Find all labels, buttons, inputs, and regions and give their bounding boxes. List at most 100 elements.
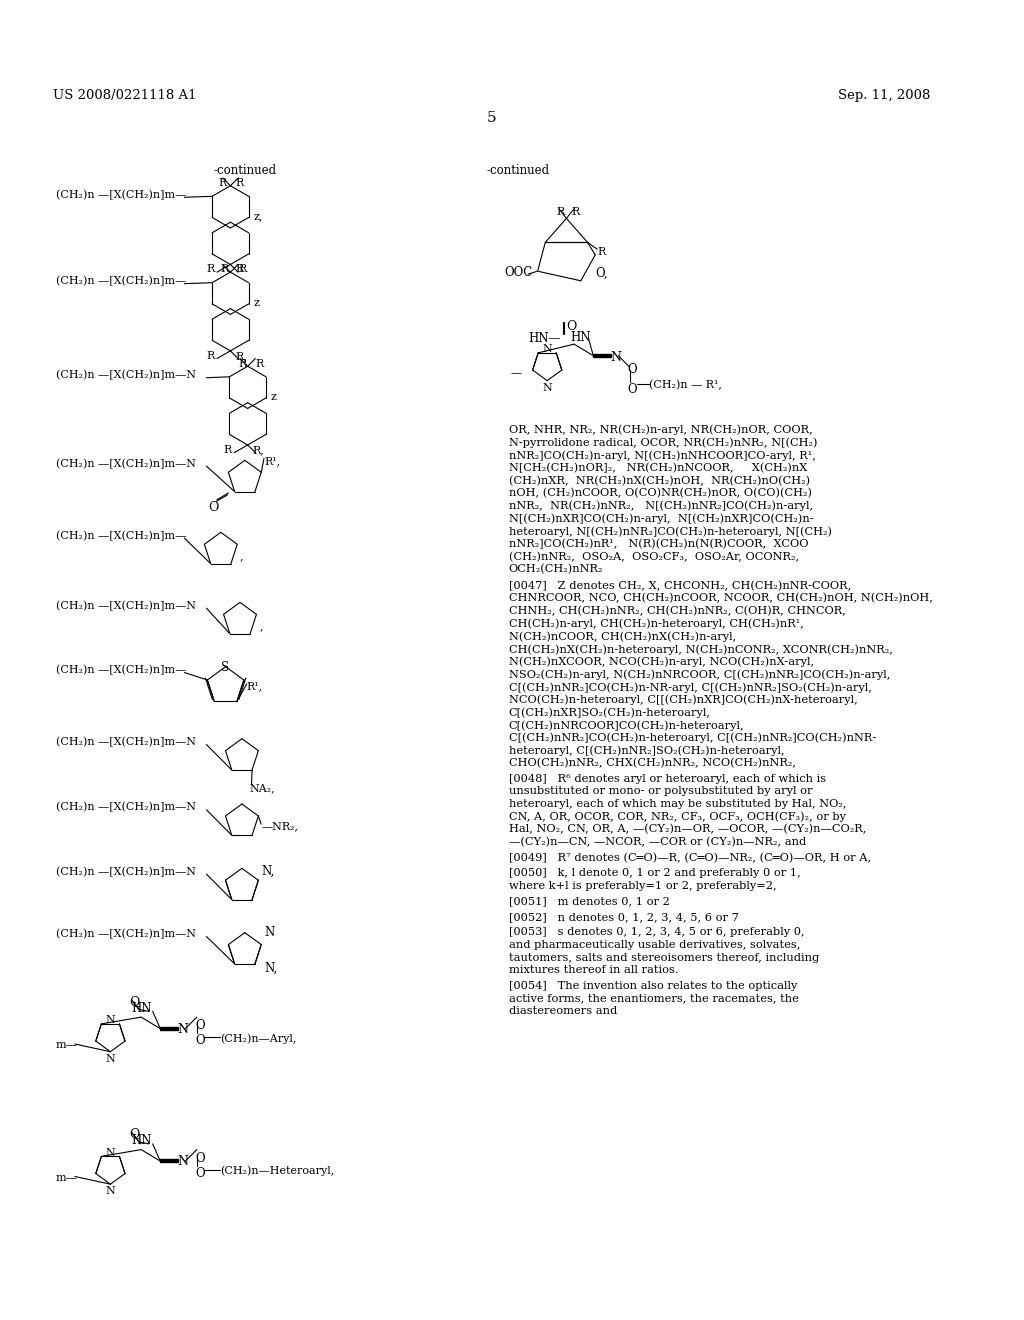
Text: CHO(CH₂)nNR₂, CHX(CH₂)nNR₂, NCO(CH₂)nNR₂,: CHO(CH₂)nNR₂, CHX(CH₂)nNR₂, NCO(CH₂)nNR₂… — [509, 758, 796, 768]
Text: R: R — [597, 247, 605, 257]
Text: m—: m— — [55, 1172, 78, 1183]
Text: heteroaryl, each of which may be substituted by Hal, NO₂,: heteroaryl, each of which may be substit… — [509, 799, 846, 809]
Text: S: S — [221, 661, 229, 675]
Text: R: R — [239, 359, 247, 368]
Polygon shape — [161, 1159, 177, 1162]
Text: R: R — [236, 264, 244, 275]
Text: O,: O, — [595, 267, 608, 280]
Text: and pharmaceutically usable derivatives, solvates,: and pharmaceutically usable derivatives,… — [509, 940, 800, 950]
Text: z: z — [254, 298, 259, 308]
Text: R: R — [221, 264, 229, 275]
Text: O: O — [130, 997, 140, 1008]
Text: diastereomers and: diastereomers and — [509, 1006, 617, 1016]
Text: O: O — [208, 500, 219, 513]
Text: —NR₂,: —NR₂, — [261, 821, 298, 832]
Text: [0051]   m denotes 0, 1 or 2: [0051] m denotes 0, 1 or 2 — [509, 896, 670, 907]
Text: C[(CH₂)nXR]SO₂(CH₂)n-heteroaryl,: C[(CH₂)nXR]SO₂(CH₂)n-heteroaryl, — [509, 708, 711, 718]
Text: -continued: -continued — [213, 164, 276, 177]
Text: (CH₂)n—Aryl,: (CH₂)n—Aryl, — [220, 1034, 296, 1044]
Text: ,: , — [240, 552, 244, 561]
Text: O: O — [130, 1129, 140, 1142]
Text: O: O — [566, 321, 577, 333]
Text: R: R — [571, 207, 580, 216]
Text: (CH₂)n —[X(CH₂)n]m—: (CH₂)n —[X(CH₂)n]m— — [55, 190, 186, 199]
Text: C[(CH₂)nNRCOOR]CO(CH₂)n-heteroaryl,: C[(CH₂)nNRCOOR]CO(CH₂)n-heteroaryl, — [509, 721, 744, 731]
Text: (CH₂)n —[X(CH₂)n]m—: (CH₂)n —[X(CH₂)n]m— — [55, 665, 186, 675]
Text: R¹,: R¹, — [247, 681, 263, 692]
Text: R: R — [219, 178, 227, 187]
Text: N: N — [105, 1147, 116, 1158]
Text: (CH₂)n —[X(CH₂)n]m—N: (CH₂)n —[X(CH₂)n]m—N — [55, 601, 196, 611]
Text: heteroaryl, C[(CH₂)nNR₂]SO₂(CH₂)n-heteroaryl,: heteroaryl, C[(CH₂)nNR₂]SO₂(CH₂)n-hetero… — [509, 746, 784, 756]
Text: [0047]   Z denotes CH₂, X, CHCONH₂, CH(CH₂)nNR-COOR,: [0047] Z denotes CH₂, X, CHCONH₂, CH(CH₂… — [509, 581, 851, 591]
Text: nNR₂,  NR(CH₂)nNR₂,   N[(CH₂)nNR₂]CO(CH₂)n-aryl,: nNR₂, NR(CH₂)nNR₂, N[(CH₂)nNR₂]CO(CH₂)n-… — [509, 500, 813, 511]
Text: mixtures thereof in all ratios.: mixtures thereof in all ratios. — [509, 965, 679, 975]
Text: ,: , — [259, 622, 263, 631]
Text: (CH₂)n —[X(CH₂)n]m—N: (CH₂)n —[X(CH₂)n]m—N — [55, 929, 196, 939]
Text: O: O — [195, 1035, 205, 1047]
Text: N(CH₂)nCOOR, CH(CH₂)nX(CH₂)n-aryl,: N(CH₂)nCOOR, CH(CH₂)nX(CH₂)n-aryl, — [509, 631, 736, 642]
Text: R: R — [223, 445, 231, 455]
Text: N: N — [177, 1023, 188, 1036]
Text: (CH₂)nXR,  NR(CH₂)nX(CH₂)nOH,  NR(CH₂)nO(CH₂): (CH₂)nXR, NR(CH₂)nX(CH₂)nOH, NR(CH₂)nO(C… — [509, 475, 810, 486]
Text: HN: HN — [131, 1134, 152, 1147]
Text: N,: N, — [264, 961, 278, 974]
Text: (CH₂)n —[X(CH₂)n]m—: (CH₂)n —[X(CH₂)n]m— — [55, 276, 186, 286]
Text: R: R — [255, 359, 263, 368]
Text: N: N — [177, 1155, 188, 1168]
Text: (CH₂)nNR₂,  OSO₂A,  OSO₂CF₃,  OSO₂Ar, OCONR₂,: (CH₂)nNR₂, OSO₂A, OSO₂CF₃, OSO₂Ar, OCONR… — [509, 552, 799, 562]
Text: (CH₂)n —[X(CH₂)n]m—N: (CH₂)n —[X(CH₂)n]m—N — [55, 737, 196, 747]
Text: (CH₂)n —[X(CH₂)n]m—N: (CH₂)n —[X(CH₂)n]m—N — [55, 803, 196, 812]
Text: O: O — [628, 383, 638, 396]
Text: [0050]   k, l denote 0, 1 or 2 and preferably 0 or 1,: [0050] k, l denote 0, 1 or 2 and prefera… — [509, 869, 801, 878]
Text: [0048]   R⁶ denotes aryl or heteroaryl, each of which is: [0048] R⁶ denotes aryl or heteroaryl, ea… — [509, 774, 826, 784]
Text: N: N — [105, 1187, 116, 1196]
Text: N: N — [610, 351, 622, 364]
Text: OOC: OOC — [504, 267, 532, 280]
Text: R: R — [207, 264, 215, 275]
Text: (CH₂)n —[X(CH₂)n]m—N: (CH₂)n —[X(CH₂)n]m—N — [55, 866, 196, 876]
Text: OCH₂(CH₂)nNR₂: OCH₂(CH₂)nNR₂ — [509, 564, 603, 574]
Text: N[(CH₂)nXR]CO(CH₂)n-aryl,  N[(CH₂)nXR]CO(CH₂)n-: N[(CH₂)nXR]CO(CH₂)n-aryl, N[(CH₂)nXR]CO(… — [509, 513, 813, 524]
Text: NSO₂(CH₂)n-aryl, N(CH₂)nNRCOOR, C[(CH₂)nNR₂]CO(CH₂)n-aryl,: NSO₂(CH₂)n-aryl, N(CH₂)nNRCOOR, C[(CH₂)n… — [509, 669, 890, 680]
Text: CN, A, OR, OCOR, COR, NR₂, CF₃, OCF₃, OCH(CF₃)₂, or by: CN, A, OR, OCOR, COR, NR₂, CF₃, OCF₃, OC… — [509, 812, 846, 822]
Text: N-pyrrolidone radical, OCOR, NR(CH₂)nNR₂, N[(CH₂): N-pyrrolidone radical, OCOR, NR(CH₂)nNR₂… — [509, 437, 817, 447]
Text: R: R — [239, 264, 247, 275]
Text: N: N — [105, 1015, 116, 1026]
Text: [0052]   n denotes 0, 1, 2, 3, 4, 5, 6 or 7: [0052] n denotes 0, 1, 2, 3, 4, 5, 6 or … — [509, 912, 738, 921]
Text: where k+l is preferably=1 or 2, preferably=2,: where k+l is preferably=1 or 2, preferab… — [509, 880, 776, 891]
Text: —(CY₂)n—CN, —NCOR, —COR or (CY₂)n—NR₂, and: —(CY₂)n—CN, —NCOR, —COR or (CY₂)n—NR₂, a… — [509, 837, 806, 847]
Text: HN: HN — [570, 331, 591, 343]
Text: —: — — [511, 368, 522, 378]
Text: C[(CH₂)nNR₂]CO(CH₂)n-heteroaryl, C[(CH₂)nNR₂]CO(CH₂)nNR-: C[(CH₂)nNR₂]CO(CH₂)n-heteroaryl, C[(CH₂)… — [509, 733, 877, 743]
Text: R: R — [236, 178, 244, 187]
Polygon shape — [593, 354, 610, 356]
Text: R¹,: R¹, — [264, 457, 281, 466]
Text: [0049]   R⁷ denotes (C═O)—R, (C═O)—NR₂, (C═O)—OR, H or A,: [0049] R⁷ denotes (C═O)—R, (C═O)—NR₂, (C… — [509, 853, 871, 863]
Text: HN: HN — [131, 1002, 152, 1015]
Text: N: N — [105, 1053, 116, 1064]
Text: active forms, the enantiomers, the racemates, the: active forms, the enantiomers, the racem… — [509, 994, 799, 1003]
Text: OR, NHR, NR₂, NR(CH₂)n-aryl, NR(CH₂)nOR, COOR,: OR, NHR, NR₂, NR(CH₂)n-aryl, NR(CH₂)nOR,… — [509, 425, 813, 436]
Text: R,: R, — [253, 445, 264, 455]
Text: US 2008/0221118 A1: US 2008/0221118 A1 — [53, 88, 197, 102]
Text: [0053]   s denotes 0, 1, 2, 3, 4, 5 or 6, preferably 0,: [0053] s denotes 0, 1, 2, 3, 4, 5 or 6, … — [509, 928, 805, 937]
Text: N: N — [543, 383, 552, 392]
Text: nNR₂]CO(CH₂)nR¹,   N(R)(CH₂)n(N(R)COOR,  XCOO: nNR₂]CO(CH₂)nR¹, N(R)(CH₂)n(N(R)COOR, XC… — [509, 539, 808, 549]
Text: O: O — [195, 1019, 205, 1032]
Text: z: z — [270, 392, 276, 403]
Text: (CH₂)n — R¹,: (CH₂)n — R¹, — [649, 380, 722, 389]
Text: [0054]   The invention also relates to the optically: [0054] The invention also relates to the… — [509, 981, 798, 991]
Text: N: N — [264, 925, 274, 939]
Text: (CH₂)n —[X(CH₂)n]m—N: (CH₂)n —[X(CH₂)n]m—N — [55, 370, 196, 380]
Text: O: O — [195, 1151, 205, 1164]
Text: (CH₂)n —[X(CH₂)n]m—N: (CH₂)n —[X(CH₂)n]m—N — [55, 458, 196, 469]
Text: (CH₂)n —[X(CH₂)n]m—: (CH₂)n —[X(CH₂)n]m— — [55, 531, 186, 541]
Text: CHNH₂, CH(CH₂)nNR₂, CH(CH₂)nNR₂, C(OH)R, CHNCOR,: CHNH₂, CH(CH₂)nNR₂, CH(CH₂)nNR₂, C(OH)R,… — [509, 606, 846, 616]
Text: R: R — [207, 351, 215, 360]
Text: Hal, NO₂, CN, OR, A, —(CY₂)n—OR, —OCOR, —(CY₂)n—CO₂R,: Hal, NO₂, CN, OR, A, —(CY₂)n—OR, —OCOR, … — [509, 825, 866, 834]
Text: (CH₂)n—Heteroaryl,: (CH₂)n—Heteroaryl, — [220, 1166, 334, 1176]
Text: C[(CH₂)nNR₂]CO(CH₂)n-NR-aryl, C[(CH₂)nNR₂]SO₂(CH₂)n-aryl,: C[(CH₂)nNR₂]CO(CH₂)n-NR-aryl, C[(CH₂)nNR… — [509, 682, 871, 693]
Text: N(CH₂)nXCOOR, NCO(CH₂)n-aryl, NCO(CH₂)nX-aryl,: N(CH₂)nXCOOR, NCO(CH₂)n-aryl, NCO(CH₂)nX… — [509, 657, 814, 668]
Text: NA₂,: NA₂, — [250, 783, 275, 793]
